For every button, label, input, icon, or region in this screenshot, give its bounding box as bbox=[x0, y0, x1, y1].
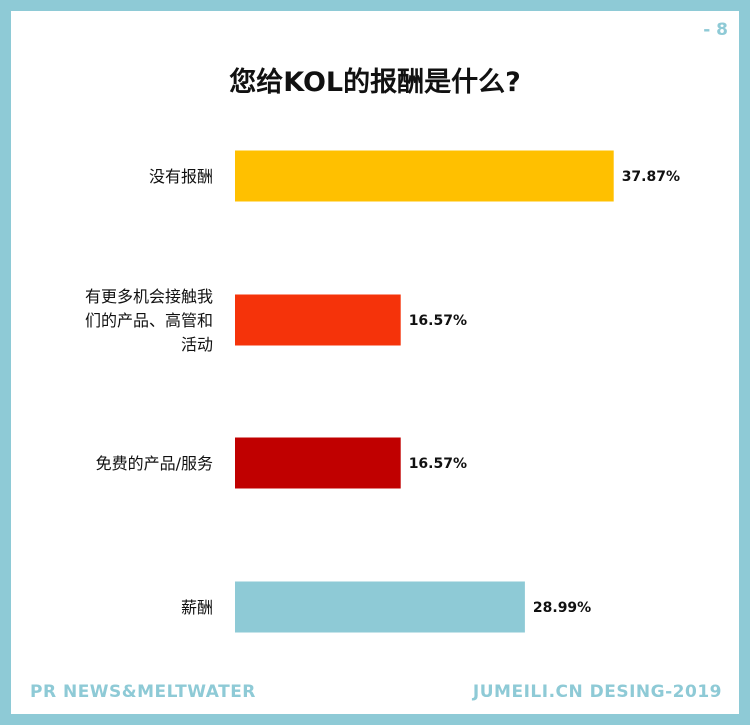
category-label-3: 免费的产品/服务 bbox=[96, 454, 213, 473]
value-label-4: 28.99% bbox=[533, 600, 591, 616]
value-label-2: 16.57% bbox=[409, 313, 467, 329]
value-label-3: 16.57% bbox=[409, 456, 467, 472]
footer-source: PR NEWS&MELTWATER bbox=[30, 682, 256, 702]
category-label-2: 有更多机会接触我们的产品、高管和活动 bbox=[85, 287, 213, 354]
bar-3 bbox=[235, 437, 401, 489]
footer-credit: JUMEILI.CN DESING-2019 bbox=[472, 682, 722, 702]
page-number: - 8 bbox=[703, 20, 728, 40]
category-label-1: 没有报酬 bbox=[149, 167, 213, 186]
bar-1 bbox=[235, 150, 614, 202]
category-label-4: 薪酬 bbox=[181, 598, 213, 617]
chart-title: 您给KOL的报酬是什么? bbox=[229, 67, 521, 98]
value-label-1: 37.87% bbox=[622, 169, 680, 185]
bar-4 bbox=[235, 581, 525, 633]
bar-2 bbox=[235, 294, 401, 346]
